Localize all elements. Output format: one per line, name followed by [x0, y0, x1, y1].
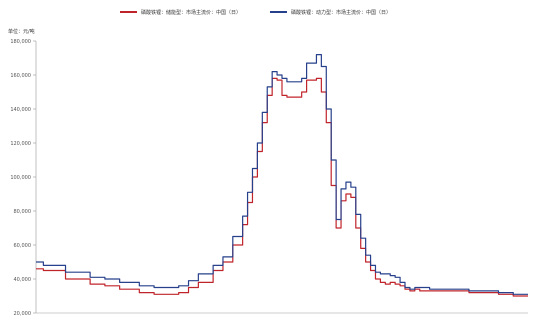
series-layer [36, 54, 528, 297]
y-tick-label: 20,000 [14, 311, 32, 317]
y-tick-label: 120,000 [10, 141, 31, 147]
y-tick-label: 80,000 [14, 209, 32, 215]
y-tick-label: 100,000 [10, 175, 31, 181]
unit-label: 单位：元/吨 [8, 28, 35, 35]
y-axis: 20,000 40,000 60,000 80,000 100,000 120,000 14… [10, 39, 37, 317]
legend: 磷酸铁锂：储能型：市场主流价：中国（日） 磷酸铁锂：动力型：市场主流价：中国（日… [120, 9, 391, 16]
legend-label-storage: 磷酸铁锂：储能型：市场主流价：中国（日） [141, 9, 241, 16]
y-tick-label: 160,000 [10, 73, 31, 79]
y-tick-label: 140,000 [10, 107, 31, 113]
y-tick-label: 180,000 [10, 39, 31, 45]
series-line-storage [36, 77, 528, 297]
y-tick-label: 60,000 [14, 243, 32, 249]
series-line-power [36, 54, 528, 295]
legend-item-storage[interactable]: 磷酸铁锂：储能型：市场主流价：中国（日） [120, 9, 241, 16]
legend-label-power: 磷酸铁锂：动力型：市场主流价：中国（日） [291, 9, 391, 16]
y-tick-label: 40,000 [14, 277, 32, 283]
legend-item-power[interactable]: 磷酸铁锂：动力型：市场主流价：中国（日） [270, 9, 391, 16]
